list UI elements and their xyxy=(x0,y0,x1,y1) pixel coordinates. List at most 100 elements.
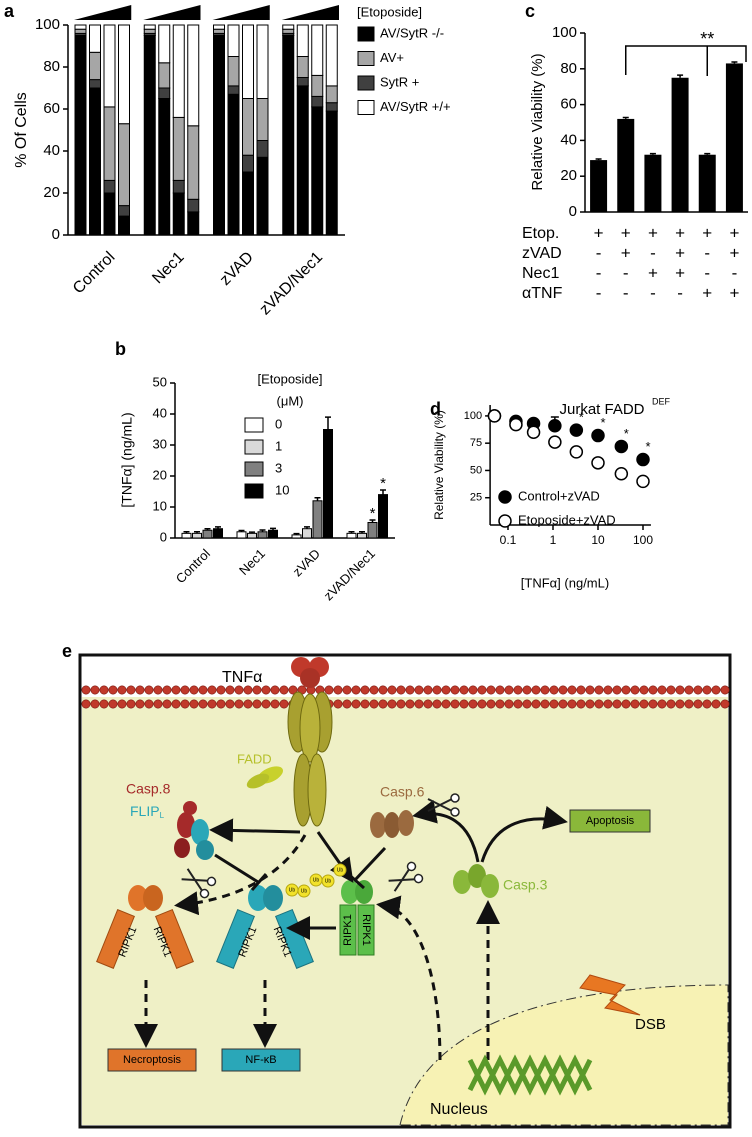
lipid xyxy=(675,699,685,709)
bar-segment xyxy=(282,35,295,236)
lipid xyxy=(387,685,397,695)
legend-label: AV/SytR +/+ xyxy=(380,99,451,114)
ubiquitin-label: Ub xyxy=(301,888,308,894)
condition-cell: + xyxy=(621,223,631,242)
error-bar xyxy=(677,74,684,78)
bar xyxy=(644,154,662,212)
lipid xyxy=(549,699,559,709)
panel-letter: a xyxy=(4,1,15,21)
casp3-shape xyxy=(453,864,499,898)
data-point xyxy=(591,428,605,443)
significance-marker: * xyxy=(370,505,376,522)
lipid xyxy=(666,685,676,695)
lipid xyxy=(513,699,523,709)
lipid xyxy=(576,685,586,695)
lipid xyxy=(630,699,640,709)
bar-segment xyxy=(187,211,200,236)
lipid xyxy=(657,699,667,709)
condition-cell: - xyxy=(623,283,629,302)
error-bar xyxy=(249,531,255,534)
x-tick-label: 10 xyxy=(591,533,605,547)
lipid xyxy=(504,699,514,709)
lipid xyxy=(540,685,550,695)
lipid xyxy=(351,699,361,709)
lipid xyxy=(576,699,586,709)
lipid xyxy=(396,699,406,709)
necroptosis-label: Necroptosis xyxy=(123,1054,182,1066)
bar-segment xyxy=(256,98,269,141)
condition-label: zVAD xyxy=(522,245,562,262)
lipid xyxy=(441,699,451,709)
lipid xyxy=(396,685,406,695)
error-bar xyxy=(369,519,376,523)
bar xyxy=(181,532,192,539)
condition-cell: + xyxy=(675,223,685,242)
lipid xyxy=(432,685,442,695)
bar-segment xyxy=(158,98,171,236)
dsb-label: DSB xyxy=(635,1016,666,1033)
chart-title-superscript: DEF xyxy=(652,396,671,406)
lipid xyxy=(414,699,424,709)
lipid xyxy=(711,685,721,695)
bar-segment xyxy=(282,24,295,30)
lipid xyxy=(675,685,685,695)
y-tick-label: 80 xyxy=(43,58,60,75)
lipid xyxy=(630,685,640,695)
scissor xyxy=(181,868,217,899)
scissor-blade xyxy=(388,868,416,892)
panel-letter: b xyxy=(115,339,126,359)
x-tick-label: 0.1 xyxy=(500,533,517,547)
bar-segment xyxy=(74,35,87,236)
significance-marker: * xyxy=(624,426,629,441)
bar-segment xyxy=(296,56,309,78)
condition-cell: + xyxy=(729,243,739,262)
nfkb-label: NF-κB xyxy=(245,1054,276,1066)
bar-segment xyxy=(172,192,185,236)
ubiquitin xyxy=(333,863,347,877)
error-bar xyxy=(348,531,355,534)
error-bar xyxy=(380,489,386,495)
y-tick-label: 20 xyxy=(560,167,577,184)
condition-cell: - xyxy=(650,283,656,302)
lipid xyxy=(594,699,604,709)
bar-segment xyxy=(213,24,225,30)
lipid xyxy=(207,685,217,695)
ubiquitin-label: Ub xyxy=(337,867,344,873)
legend-swatch xyxy=(357,75,375,91)
y-axis-label: Relative Viability (%) xyxy=(529,53,546,190)
condition-cell: - xyxy=(650,243,656,262)
error-bar xyxy=(304,526,310,529)
scissor-handle xyxy=(450,807,460,817)
lipid xyxy=(612,685,622,695)
scissor-blade xyxy=(427,798,453,812)
condition-label: Etop. xyxy=(522,225,559,242)
lipid xyxy=(333,685,343,695)
legend-label: Control+zVAD xyxy=(518,488,600,503)
lipid xyxy=(189,685,199,695)
bar xyxy=(312,500,323,539)
lipid xyxy=(99,699,109,709)
bar-segment xyxy=(89,51,101,81)
significance-bracket xyxy=(625,45,747,76)
lipid xyxy=(234,685,244,695)
lipid xyxy=(117,685,127,695)
bar-segment xyxy=(325,24,338,87)
concentration-wedge xyxy=(281,5,339,20)
lipid xyxy=(108,685,118,695)
nfkb-box xyxy=(221,1048,301,1072)
error-bar xyxy=(215,526,221,529)
lipid xyxy=(684,685,694,695)
pathway-diagram: e TNFα FADD Casp.8 FLIPL Casp.6 Casp.3 A… xyxy=(62,641,732,1129)
ubiquitin xyxy=(321,874,335,888)
error-bar xyxy=(622,116,629,119)
lipid xyxy=(693,699,703,709)
lipid xyxy=(486,699,496,709)
lipid xyxy=(153,699,163,709)
bar-segment xyxy=(242,24,254,99)
lipid xyxy=(513,685,523,695)
lipid xyxy=(522,685,532,695)
nucleus-label: Nucleus xyxy=(430,1101,488,1118)
lipid xyxy=(171,685,181,695)
lipid xyxy=(369,699,379,709)
